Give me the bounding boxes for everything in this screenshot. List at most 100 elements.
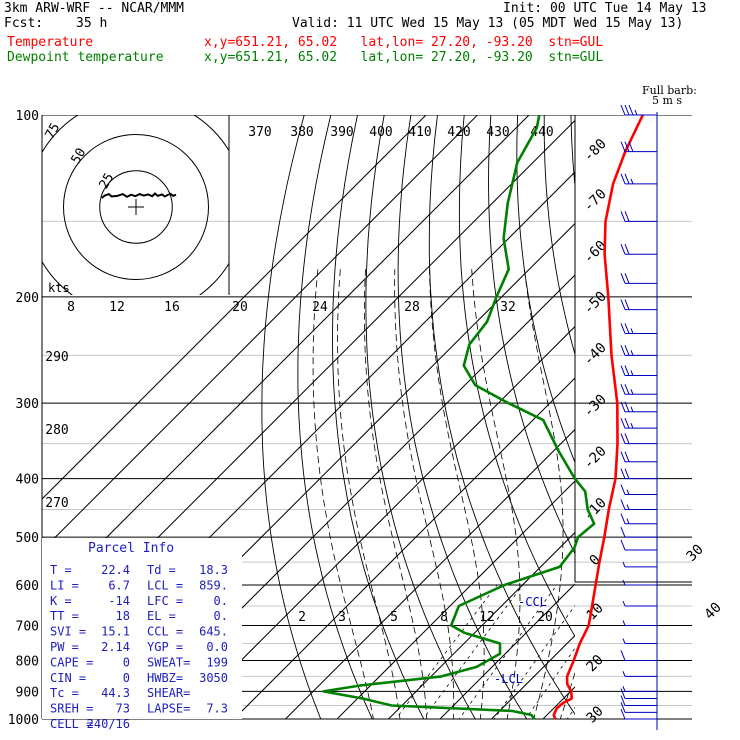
wind-barb-flag: [620, 688, 626, 699]
parcel-info-label: CIN =: [50, 671, 86, 685]
isotherm-label: -30: [581, 391, 610, 420]
hodograph-scale-label: 20: [232, 300, 248, 315]
wind-barb: [622, 620, 657, 626]
parcel-info-label: YGP =: [147, 640, 183, 654]
wind-barb: [620, 513, 657, 525]
temperature-line: [552, 114, 644, 720]
wind-barb-half: [626, 489, 630, 495]
wind-barb-flag: [624, 451, 630, 462]
dry-adiabat: [651, 115, 740, 732]
wind-barb: [620, 323, 657, 334]
wind-barb-flag: [628, 141, 634, 152]
model-title: 3km ARW-WRF -- NCAR/MMM: [4, 1, 185, 16]
parcel-info-label: K =: [50, 594, 72, 608]
mixing-ratio-line: [493, 604, 575, 719]
parcel-info-label: Tc =: [50, 686, 79, 700]
mixing-ratio-label: 3: [338, 610, 346, 625]
parcel-info-value: 645.: [199, 625, 228, 639]
wind-barb-flag: [624, 273, 630, 284]
wind-barb: [620, 451, 657, 463]
dry-adiabat: [624, 115, 740, 732]
theta-label: 270: [45, 496, 68, 511]
isotherm-label: -20: [581, 443, 610, 472]
wind-barb-flag: [620, 323, 626, 334]
parcel-info-value: -14: [108, 594, 130, 608]
dry-adiabat: [397, 115, 528, 719]
pressure-tick-label: 500: [16, 531, 39, 546]
dewpoint-location: x,y=651.21, 65.02 lat,lon= 27.20, -93.20…: [204, 50, 604, 65]
hodograph-ring: [63, 134, 209, 280]
isotherm-line: [542, 686, 575, 719]
wind-barb: [622, 561, 657, 568]
wind-barb-half: [622, 686, 626, 692]
theta-label: 430: [486, 125, 509, 140]
hodograph-scale-label: 16: [164, 300, 180, 315]
isotherm-line: [633, 102, 740, 732]
dry-adiabat: [678, 115, 740, 732]
parcel-info-label: TT =: [50, 609, 79, 623]
wind-barb: [620, 417, 657, 429]
hodograph-scale-label: 8: [67, 300, 75, 315]
lcl-annotation: -LCL: [494, 672, 523, 686]
dry-adiabat: [365, 115, 476, 719]
pressure-tick-label: 700: [16, 619, 39, 634]
moist-adiabat: [312, 269, 374, 719]
parcel-info-value: 73: [116, 702, 130, 716]
wind-barb: [620, 365, 657, 377]
isotherm-label: -70: [581, 186, 610, 215]
wind-barb: [620, 650, 657, 661]
isotherm-label: -50: [581, 289, 610, 318]
wind-barb-half: [626, 504, 630, 510]
wind-barb-half: [622, 600, 626, 607]
isotherm-line: [387, 531, 575, 719]
parcel-info-value: 3050: [199, 671, 228, 685]
pressure-tick-label: 900: [16, 685, 39, 700]
wind-barb-flag: [624, 433, 630, 444]
isotherm-line: [284, 428, 575, 719]
wind-barb-flag: [624, 401, 630, 412]
dry-adiabat: [598, 115, 740, 732]
isotherm-line: [336, 480, 575, 719]
parcel-info-value: 0.0: [206, 640, 228, 654]
fcst-label: Fcst:: [4, 16, 44, 31]
wind-barb-flag: [620, 345, 626, 356]
moist-adiabat: [394, 269, 455, 719]
parcel-info-value: 44.3: [101, 686, 130, 700]
isotherm-label: -40: [581, 340, 610, 369]
wind-barb-flag: [620, 484, 626, 495]
wind-barb-half: [630, 350, 634, 356]
wind-barb-half: [622, 671, 626, 677]
theta-label: 390: [330, 125, 353, 140]
wind-barb-flag: [620, 433, 626, 444]
parcel-info-label: CCL =: [147, 625, 183, 639]
wind-barb-flag: [620, 401, 626, 412]
parcel-info-label: PW =: [50, 640, 79, 654]
moist-adiabat: [471, 269, 521, 719]
parcel-info-value: 0: [123, 671, 130, 685]
wind-barb: [620, 539, 657, 551]
mixing-ratio-label: 20: [537, 610, 553, 625]
parcel-info-value: 0: [123, 655, 130, 669]
wind-barb-flag: [620, 650, 626, 661]
mixing-ratio-line: [458, 584, 558, 719]
wind-barb-half: [622, 579, 626, 586]
wind-barb-half: [634, 109, 638, 116]
wind-barb: [620, 384, 657, 395]
dry-adiabat: [731, 115, 740, 732]
parcel-info-value: 859.: [199, 578, 228, 592]
wind-barb: [620, 299, 657, 311]
parcel-info-label: LAPSE=: [147, 702, 190, 716]
wind-barb-half: [630, 406, 634, 412]
parcel-info-label: LFC =: [147, 594, 183, 608]
hodograph-scale-label: 24: [312, 300, 328, 315]
sounding-series: [322, 114, 644, 720]
wind-barb: [620, 345, 657, 356]
theta-label: 400: [369, 125, 392, 140]
mixing-ratio-line: [566, 706, 575, 719]
mixing-ratio-label: 5: [390, 610, 398, 625]
moist-adiabat: [337, 269, 401, 719]
isotherm-label: 10: [584, 600, 607, 623]
parcel-info-label: CAPE =: [50, 655, 93, 669]
